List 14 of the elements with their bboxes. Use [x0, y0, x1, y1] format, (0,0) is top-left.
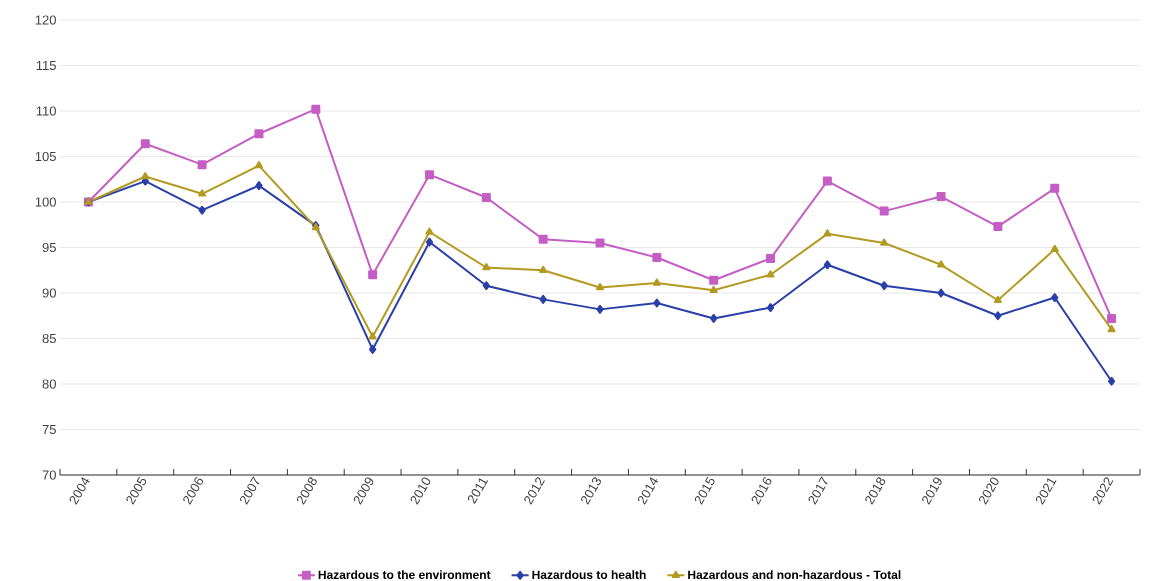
- legend-label: Hazardous and non-hazardous - Total: [688, 570, 901, 579]
- y-tick-label: 90: [42, 288, 56, 298]
- y-tick-label: 95: [42, 242, 56, 253]
- y-tick-label: 75: [42, 424, 56, 435]
- y-tick-label: 70: [42, 470, 56, 480]
- y-tick-label: 120: [35, 15, 56, 25]
- y-tick-label: 115: [36, 60, 56, 71]
- y-tick-label: 105: [35, 151, 56, 162]
- y-tick-label: 110: [36, 106, 56, 116]
- legend-label: Hazardous to health: [532, 570, 646, 579]
- y-tick-label: 80: [42, 379, 56, 389]
- y-tick-label: 85: [42, 333, 56, 344]
- legend-label: Hazardous to the environment: [318, 570, 491, 579]
- y-tick-label: 100: [35, 197, 56, 207]
